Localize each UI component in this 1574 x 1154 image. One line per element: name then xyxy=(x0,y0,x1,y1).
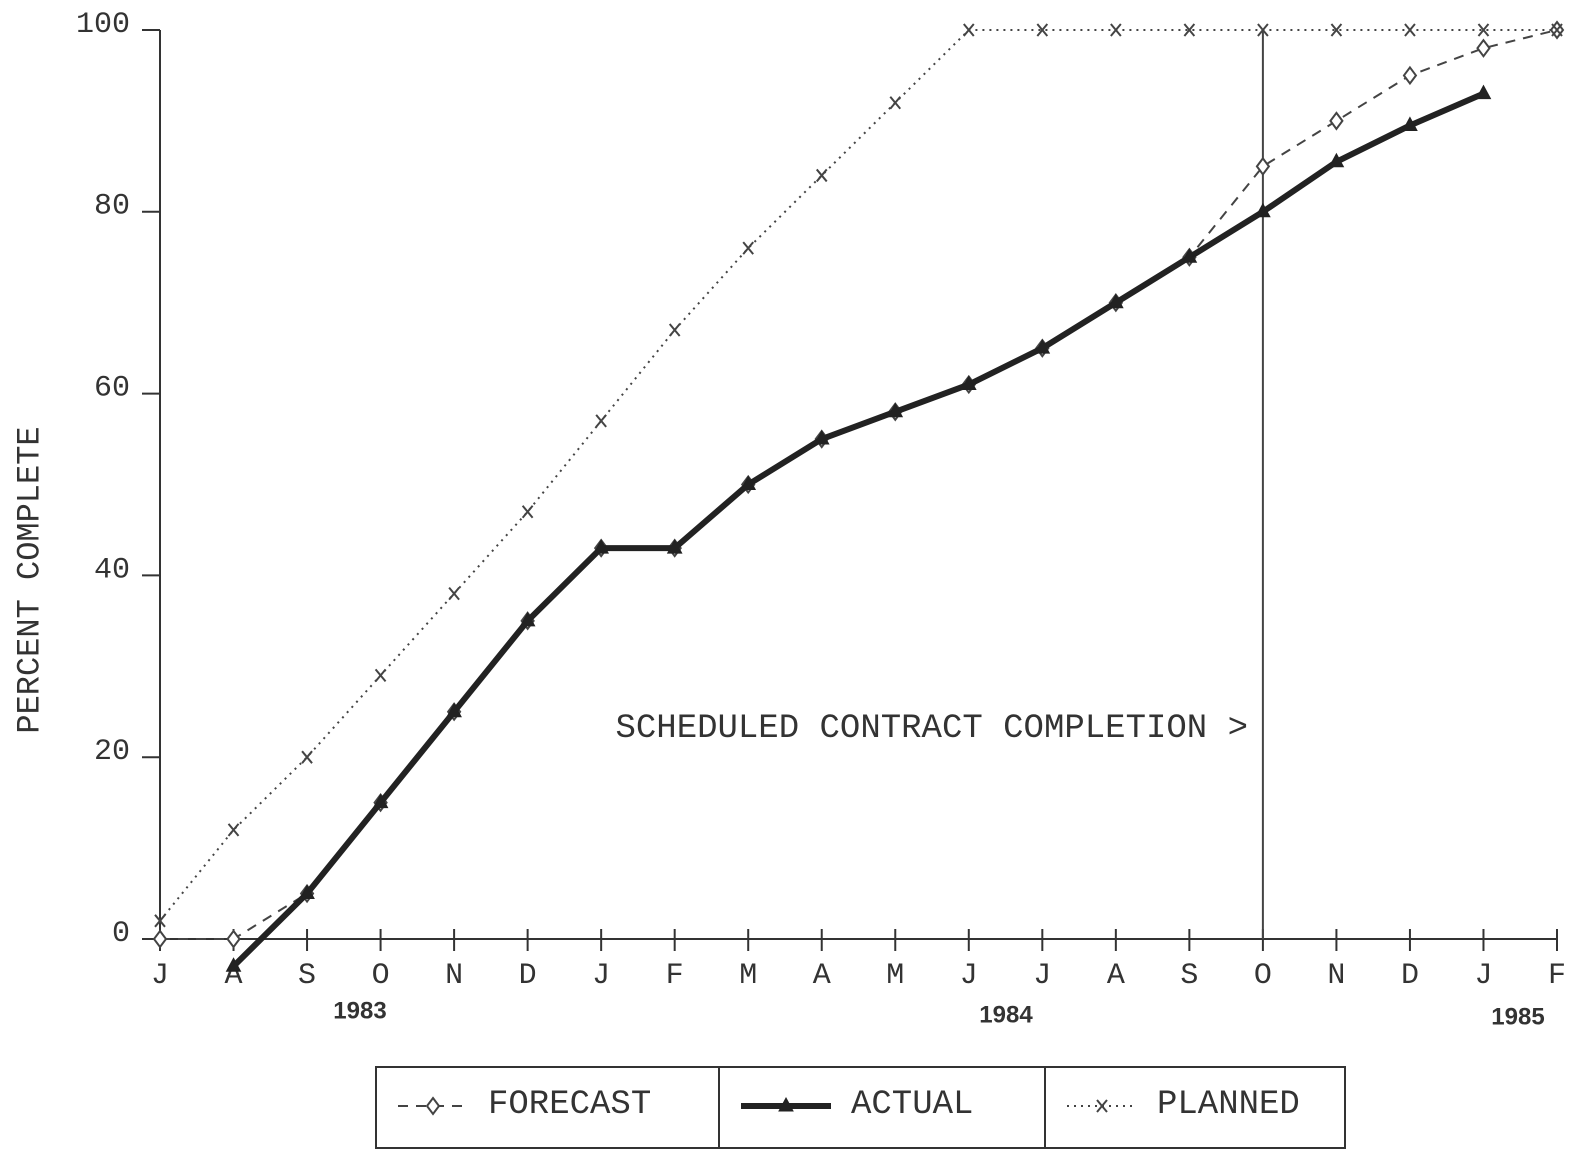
marker xyxy=(1404,23,1416,37)
marker xyxy=(519,611,536,627)
year-label: 1983 xyxy=(333,997,386,1024)
y-tick-label: 40 xyxy=(94,553,130,587)
marker xyxy=(1477,23,1490,37)
marker xyxy=(299,884,315,900)
marker xyxy=(1329,111,1344,131)
marker xyxy=(1402,116,1418,131)
marker xyxy=(448,586,460,601)
marker xyxy=(446,702,462,718)
y-tick-label: 20 xyxy=(94,735,130,769)
x-tick-label: M xyxy=(739,959,757,993)
marker xyxy=(1402,65,1418,86)
marker xyxy=(740,475,757,490)
series-line xyxy=(160,29,1558,940)
x-tick-label: D xyxy=(519,959,537,993)
x-tick-label: F xyxy=(666,959,684,993)
marker xyxy=(1475,84,1492,100)
marker xyxy=(668,323,681,337)
marker xyxy=(154,914,166,928)
x-tick-label: J xyxy=(1033,959,1051,993)
marker xyxy=(1255,156,1271,177)
y-tick-label: 60 xyxy=(94,372,130,406)
x-tick-label: F xyxy=(1548,959,1566,993)
x-tick-label: A xyxy=(813,959,831,993)
x-tick-label: J xyxy=(151,959,169,993)
marker xyxy=(1330,23,1343,37)
marker xyxy=(960,375,977,391)
x-tick-label: O xyxy=(372,959,390,993)
marker xyxy=(152,929,168,949)
x-tick-label: N xyxy=(445,959,463,993)
x-tick-label: J xyxy=(592,959,610,993)
marker xyxy=(889,96,902,110)
marker xyxy=(227,823,240,837)
marker xyxy=(1255,202,1271,218)
series-line xyxy=(231,90,1485,969)
x-tick-label: O xyxy=(1254,959,1272,993)
marker xyxy=(521,505,534,519)
marker xyxy=(226,929,241,949)
y-axis-label: PERCENT COMPLETE xyxy=(11,426,48,733)
marker xyxy=(374,668,387,683)
marker xyxy=(1110,23,1122,37)
marker xyxy=(963,23,975,37)
legend-marker xyxy=(425,1096,441,1116)
marker xyxy=(225,957,242,972)
x-tick-label: S xyxy=(1180,959,1198,993)
marker xyxy=(1108,293,1124,309)
marker xyxy=(813,429,830,445)
marker xyxy=(815,168,828,183)
marker xyxy=(666,539,683,554)
y-tick-label: 100 xyxy=(76,8,130,42)
marker xyxy=(593,539,609,554)
x-tick-label: J xyxy=(1474,959,1492,993)
y-tick-label: 0 xyxy=(112,917,130,951)
legend-label: PLANNED xyxy=(1157,1086,1300,1124)
x-tick-label: S xyxy=(298,959,316,993)
series-line xyxy=(159,29,1557,922)
legend-marker xyxy=(1096,1099,1108,1113)
year-label: 1985 xyxy=(1491,1003,1544,1030)
x-tick-label: M xyxy=(886,959,904,993)
marker xyxy=(1034,339,1051,354)
marker xyxy=(1181,248,1198,263)
x-tick-label: N xyxy=(1327,959,1345,993)
marker xyxy=(742,241,754,255)
x-tick-label: J xyxy=(960,959,978,993)
marker xyxy=(1328,152,1345,168)
legend-label: FORECAST xyxy=(488,1086,651,1124)
y-tick-label: 80 xyxy=(94,190,130,224)
x-tick-label: A xyxy=(1107,959,1125,993)
marker xyxy=(1183,23,1196,37)
legend-label: ACTUAL xyxy=(851,1086,973,1124)
annotation: SCHEDULED CONTRACT COMPLETION > xyxy=(615,710,1248,748)
legend-marker xyxy=(778,1096,794,1112)
marker xyxy=(1257,23,1269,37)
marker xyxy=(1036,23,1049,37)
x-tick-label: D xyxy=(1401,959,1419,993)
legend-box xyxy=(375,1066,1346,1149)
marker xyxy=(595,414,607,428)
legend xyxy=(375,1066,1346,1149)
marker xyxy=(372,793,389,809)
marker xyxy=(1476,38,1491,58)
year-label: 1984 xyxy=(979,1001,1033,1028)
marker xyxy=(1551,23,1563,37)
marker xyxy=(887,402,904,418)
marker xyxy=(301,750,313,764)
